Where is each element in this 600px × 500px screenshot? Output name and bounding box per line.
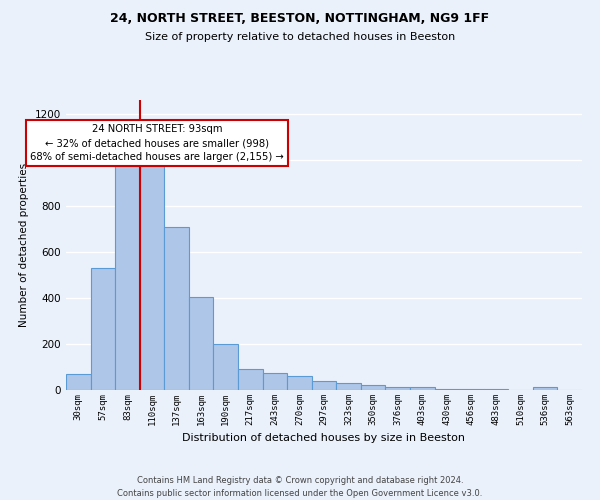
Bar	[238, 370, 263, 390]
Bar	[66, 374, 91, 390]
Bar	[459, 389, 484, 390]
Text: Size of property relative to detached houses in Beeston: Size of property relative to detached ho…	[145, 32, 455, 42]
Bar	[140, 160, 164, 390]
Bar	[164, 226, 189, 390]
Bar	[533, 387, 557, 390]
Bar	[361, 386, 385, 390]
Bar	[287, 376, 312, 390]
Bar	[91, 268, 115, 390]
Bar	[189, 297, 214, 390]
Text: Contains HM Land Registry data © Crown copyright and database right 2024.: Contains HM Land Registry data © Crown c…	[137, 476, 463, 485]
Y-axis label: Number of detached properties: Number of detached properties	[19, 163, 29, 327]
Bar	[214, 344, 238, 390]
Text: Contains public sector information licensed under the Open Government Licence v3: Contains public sector information licen…	[118, 489, 482, 498]
Bar	[410, 386, 434, 390]
Bar	[115, 160, 140, 390]
Bar	[263, 372, 287, 390]
Bar	[484, 389, 508, 390]
Bar	[385, 386, 410, 390]
Text: 24, NORTH STREET, BEESTON, NOTTINGHAM, NG9 1FF: 24, NORTH STREET, BEESTON, NOTTINGHAM, N…	[110, 12, 490, 26]
Bar	[312, 381, 336, 390]
X-axis label: Distribution of detached houses by size in Beeston: Distribution of detached houses by size …	[182, 434, 466, 444]
Bar	[434, 389, 459, 390]
Bar	[336, 383, 361, 390]
Text: 24 NORTH STREET: 93sqm
← 32% of detached houses are smaller (998)
68% of semi-de: 24 NORTH STREET: 93sqm ← 32% of detached…	[30, 124, 284, 162]
